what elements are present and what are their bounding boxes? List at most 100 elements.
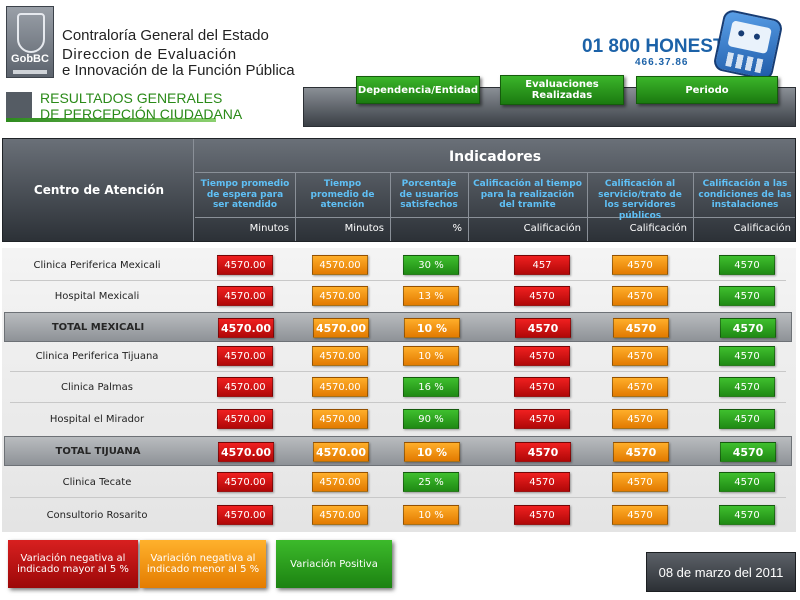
indicator-cell: 4570 — [515, 442, 571, 462]
header-divider — [195, 217, 795, 218]
indicator-cell: 4570 — [514, 286, 570, 306]
indicator-cell: 4570 — [514, 505, 570, 525]
hotline-text: 01 800 HONESTO — [582, 36, 740, 57]
indicator-cell: 16 % — [403, 377, 459, 397]
table-row: Clinica Periferica Tijuana 4570.00 4570.00… — [4, 341, 792, 371]
indicator-cell: 4570 — [514, 472, 570, 492]
indicator-cell: 4570 — [515, 318, 571, 338]
row-label: Clinica Tecate — [62, 476, 132, 488]
indicator-cell: 4570 — [720, 318, 776, 338]
tab-dependencia-entidad[interactable]: Dependencia/Entidad — [356, 76, 480, 104]
table-header: Centro de Atención Indicadores Tiempo pr… — [2, 138, 796, 242]
row-divider — [10, 402, 786, 403]
indicator-cell: 10 % — [403, 346, 459, 366]
indicator-cell: 4570 — [719, 409, 775, 429]
column-header-label: Calificación al servicio/trato de los se… — [598, 179, 682, 221]
table-row: Clinica Tecate 4570.00 4570.00 25 % 4570 4570… — [4, 467, 792, 497]
indicator-cell: 4570 — [719, 346, 775, 366]
indicator-cell: 4570.00 — [313, 442, 369, 462]
column-header-label: Calificación a las condiciones de las in… — [698, 179, 792, 210]
indicator-cell: 30 % — [403, 255, 459, 275]
table-row: Hospital Mexicali 4570.00 4570.00 13 % 4570 4… — [4, 281, 792, 311]
table-row: Clinica Palmas 4570.00 4570.00 16 % 4570 4570… — [4, 372, 792, 402]
indicator-cell: 4570 — [613, 442, 669, 462]
indicator-cell: 4570.00 — [218, 442, 274, 462]
tab-periodo[interactable]: Periodo — [636, 76, 778, 104]
tab-evaluaciones-realizadas[interactable]: Evaluaciones Realizadas — [500, 75, 624, 105]
indicator-cell: 4570.00 — [218, 318, 274, 338]
row-divider — [10, 497, 786, 498]
row-label: Clinica Periferica Mexicali — [33, 259, 161, 271]
header-divider — [468, 172, 469, 241]
indicator-cell: 10 % — [404, 318, 460, 338]
table-row: Hospital el Mirador 4570.00 4570.00 90 % 457… — [4, 404, 792, 434]
indicator-cell: 4570.00 — [217, 377, 273, 397]
indicator-cell: 4570.00 — [312, 409, 368, 429]
column-unit-label: Calificación — [629, 223, 687, 234]
hotline-number: 466.37.86 — [635, 57, 689, 68]
header-divider — [193, 139, 194, 241]
indicator-cell: 4570.00 — [312, 255, 368, 275]
indicator-cell: 4570 — [719, 505, 775, 525]
row-label: Consultorio Rosarito — [46, 509, 148, 521]
legend-positive: Variación Positiva — [276, 540, 392, 588]
column-header-label: Calificación al tiempo para la realizaci… — [473, 179, 582, 210]
row-divider — [10, 280, 786, 281]
table-row: Clinica Periferica Mexicali 4570.00 4570.0… — [4, 250, 792, 280]
indicator-cell: 4570 — [612, 255, 668, 275]
header-divider — [693, 172, 694, 241]
row-label: Hospital el Mirador — [49, 413, 145, 425]
indicator-cell: 4570 — [719, 377, 775, 397]
header-divider — [195, 172, 795, 173]
logo-text: GobBC — [11, 53, 49, 65]
indicator-cell: 4570 — [612, 377, 668, 397]
indicator-cell: 4570 — [514, 409, 570, 429]
indicator-cell: 90 % — [403, 409, 459, 429]
report-title-line-1: RESULTADOS GENERALES — [40, 90, 223, 106]
indicator-cell: 4570.00 — [312, 346, 368, 366]
indicator-cell: 4570.00 — [312, 472, 368, 492]
title-underline — [6, 118, 216, 122]
column-unit-label: Minutos — [249, 223, 289, 234]
row-label: TOTAL MEXICALI — [51, 321, 145, 333]
org-line-3: e Innovación de la Función Pública — [62, 62, 295, 79]
table-total-row: TOTAL TIJUANA 4570.00 4570.00 10 % 4570 4570 4… — [4, 436, 792, 466]
indicator-cell: 4570.00 — [312, 286, 368, 306]
column-unit-label: Calificación — [733, 223, 791, 234]
indicator-cell: 4570 — [613, 318, 669, 338]
indicator-cell: 10 % — [404, 442, 460, 462]
indicator-cell: 4570.00 — [312, 377, 368, 397]
indicator-cell: 4570.00 — [217, 346, 273, 366]
indicator-cell: 4570 — [719, 286, 775, 306]
indicator-cell: 457 — [514, 255, 570, 275]
org-line-2: Direccion de Evaluación — [62, 46, 237, 63]
indicator-cell: 25 % — [403, 472, 459, 492]
row-label: Hospital Mexicali — [54, 290, 140, 302]
column-unit-label: Minutos — [344, 223, 384, 234]
header-divider — [390, 172, 391, 241]
indicator-cell: 13 % — [403, 286, 459, 306]
indicator-cell: 4570 — [719, 472, 775, 492]
report-date: 08 de marzo del 2011 — [646, 552, 796, 592]
indicator-cell: 4570 — [514, 346, 570, 366]
shield-icon — [17, 13, 45, 53]
indicator-cell: 4570.00 — [217, 286, 273, 306]
header-divider — [587, 172, 588, 241]
report-title-line-2: DE PERCEPCIÓN CIUDADANA — [40, 106, 243, 122]
indicator-cell: 4570.00 — [312, 505, 368, 525]
indicator-cell: 4570 — [612, 346, 668, 366]
indicator-cell: 4570 — [612, 409, 668, 429]
indicator-cell: 10 % — [403, 505, 459, 525]
column-header-label: Tiempo promedio de espera para ser atend… — [200, 179, 290, 210]
indicator-cell: 4570.00 — [217, 409, 273, 429]
row-divider — [10, 371, 786, 372]
org-line-1: Contraloría General del Estado — [62, 27, 269, 44]
indicator-cell: 4570 — [720, 442, 776, 462]
table-total-row: TOTAL MEXICALI 4570.00 4570.00 10 % 4570 4570… — [4, 312, 792, 342]
indicator-cell: 4570 — [612, 505, 668, 525]
indicator-cell: 4570.00 — [313, 318, 369, 338]
indicator-cell: 4570 — [612, 472, 668, 492]
legend-negative-under-5: Variación negativa al indicado menor al … — [140, 540, 266, 588]
title-square-icon — [6, 92, 32, 118]
